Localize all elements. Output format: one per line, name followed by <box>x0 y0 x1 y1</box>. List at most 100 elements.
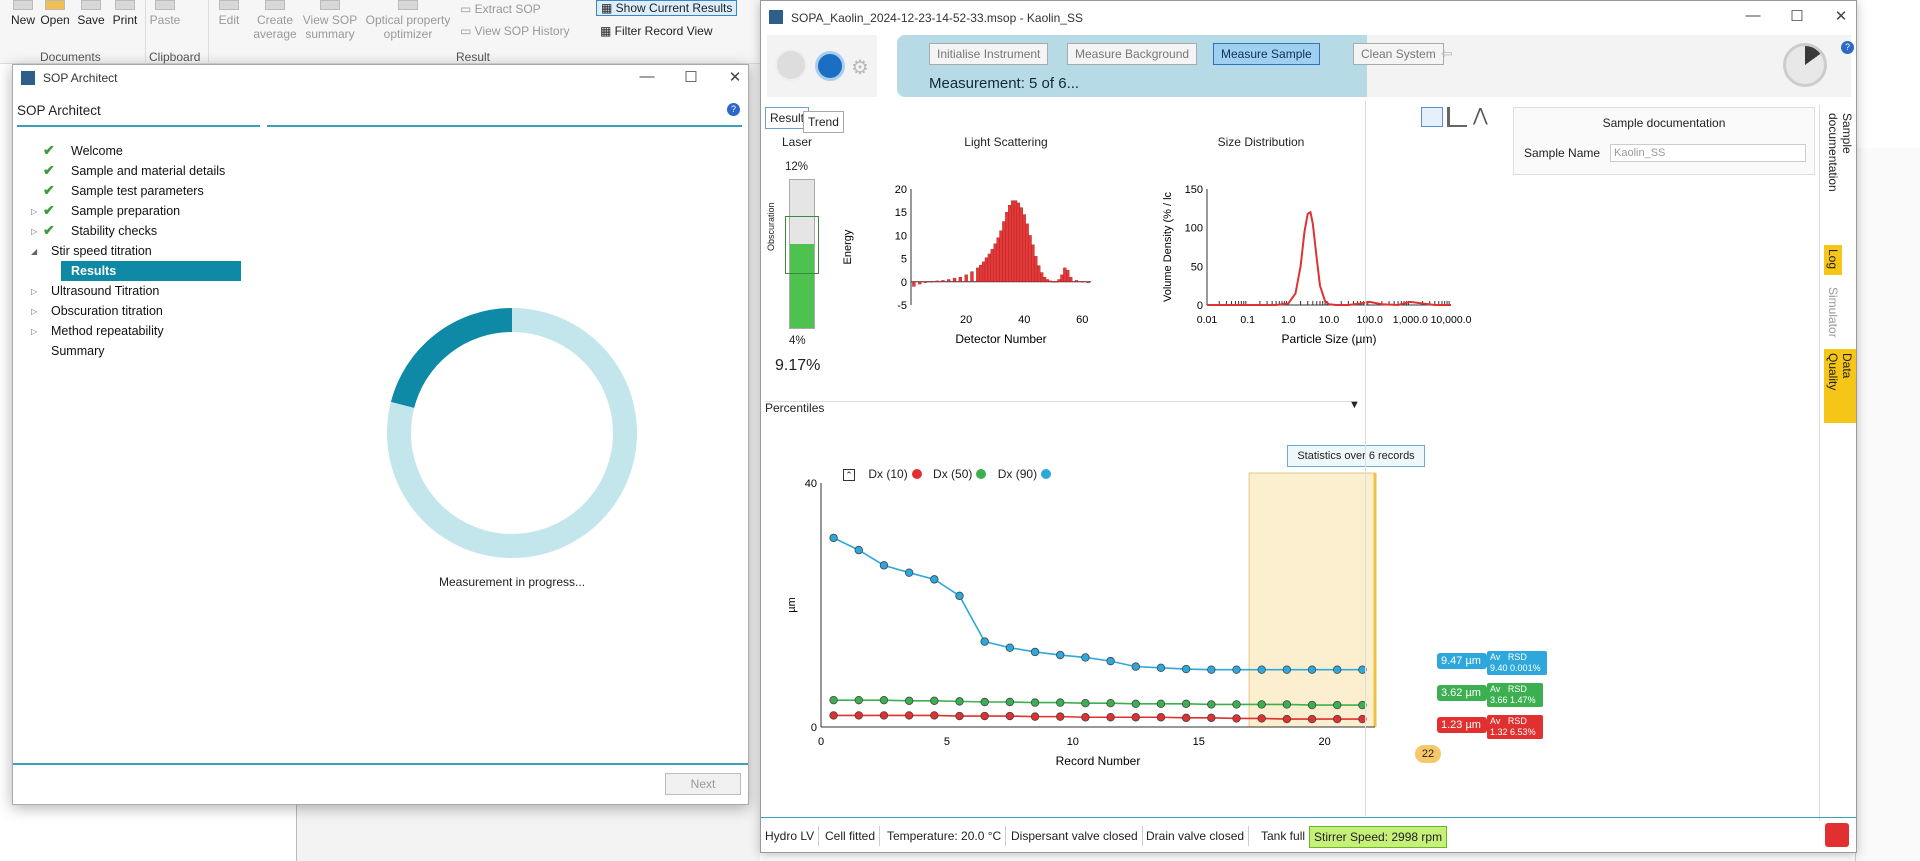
collapse-legend-icon[interactable]: ⌃ <box>843 469 855 481</box>
side-tab-data-quality[interactable]: Data Quality <box>1824 349 1856 423</box>
x-tick-label: 100.0 <box>1357 314 1383 326</box>
new-button[interactable]: New <box>6 0 40 27</box>
wizard-step[interactable]: ✔ Sample and material details <box>13 161 253 181</box>
laser-gauge <box>789 179 815 329</box>
scattering-bar <box>987 253 992 282</box>
expand-arrow-icon[interactable]: ▷ <box>31 287 38 296</box>
expand-arrow-icon[interactable]: ▷ <box>31 227 38 236</box>
expand-arrow-icon[interactable]: ▷ <box>31 207 38 216</box>
percentile-point <box>904 711 914 720</box>
x-tick-label: 10.0 <box>1319 314 1340 326</box>
percentile-point <box>1030 712 1040 721</box>
maximize-icon[interactable]: ☐ <box>684 69 698 86</box>
progress-dial-icon <box>1783 43 1827 87</box>
tab-result[interactable]: Result <box>765 107 810 129</box>
expand-arrow-icon[interactable]: ▷ <box>31 327 38 336</box>
help-icon[interactable]: ? <box>727 103 740 116</box>
tab-trend[interactable]: Trend <box>803 111 844 133</box>
wizard-step[interactable]: ▷ ✔ Stability checks <box>13 221 253 241</box>
light-scattering-chart: -5 0 5 10 15 20 20 40 60 Detector Number Energy <box>842 184 1091 346</box>
next-button[interactable]: Next <box>665 773 741 795</box>
legend-dx50: Dx (50) <box>933 467 973 481</box>
wizard-step[interactable]: Summary <box>13 341 253 361</box>
expand-arrow-icon[interactable]: ▷ <box>31 307 38 316</box>
save-icon <box>81 0 101 10</box>
percentile-point <box>1156 713 1166 722</box>
scattering-bar <box>958 277 963 282</box>
wizard-step[interactable]: ◢ Stir speed titration <box>13 241 253 261</box>
minimize-icon[interactable]: — <box>639 68 655 85</box>
size-distribution-chart: 0 50 100 150 0.01 0.1 1.0 10.0 100.0 1,000.0 10,00… <box>1162 184 1471 346</box>
sample-name-input[interactable] <box>1610 144 1806 162</box>
percentile-point <box>1005 697 1015 707</box>
stop-icon[interactable] <box>815 51 845 81</box>
percentile-point <box>1333 665 1342 674</box>
filter-record-view-button[interactable]: ▦ Filter Record View <box>600 24 713 38</box>
scattering-bar <box>1086 281 1090 283</box>
app-icon <box>21 71 35 85</box>
extract-sop-button[interactable]: ▭ Extract SOP <box>460 2 541 16</box>
wizard-step[interactable]: ✔ Sample test parameters <box>13 181 253 201</box>
wizard-step[interactable]: ▷ Ultrasound Titration <box>13 281 253 301</box>
scattering-bar <box>981 261 986 282</box>
wizard-step[interactable]: ▷ Method repeatability <box>13 321 253 341</box>
record-marker[interactable]: 22 <box>1415 745 1441 763</box>
status-item: Hydro LV <box>761 826 820 846</box>
create-average-button[interactable]: Create average <box>250 0 300 41</box>
x-tick-label: 0 <box>818 736 824 748</box>
play-icon[interactable] <box>775 49 807 81</box>
summary-icon <box>320 0 340 10</box>
view-sop-history-button[interactable]: ▭ View SOP History <box>460 24 570 38</box>
side-tab-simulator[interactable]: Simulator <box>1826 287 1840 338</box>
step-clean-system[interactable]: Clean System <box>1353 43 1444 65</box>
step-measure-background[interactable]: Measure Background <box>1067 43 1198 65</box>
percentile-point <box>1257 700 1266 709</box>
view-sop-summary-button[interactable]: View SOP summary <box>302 0 358 41</box>
wizard-step[interactable]: ▷ ✔ Sample preparation <box>13 201 253 221</box>
status-item: Tank full <box>1257 826 1311 846</box>
step-initialise-instrument[interactable]: Initialise Instrument <box>929 43 1049 65</box>
percentile-point <box>1181 713 1191 723</box>
distribution-icon[interactable]: ⋀ <box>1473 105 1488 125</box>
legend-dx10: Dx (10) <box>868 467 908 481</box>
optical-property-optimizer-button[interactable]: Optical property optimizer <box>362 0 454 41</box>
footer-rule <box>13 763 748 765</box>
checkmark-icon: ✔ <box>43 162 55 178</box>
scattering-bar <box>964 274 968 282</box>
help-icon[interactable]: ? <box>1841 41 1854 54</box>
close-icon[interactable]: ✕ <box>1834 8 1848 25</box>
paste-button[interactable]: Paste <box>148 0 182 27</box>
back-arrow-icon[interactable]: ⇦ <box>1441 45 1453 61</box>
dx90-stats-box: Av RSD 9.40 0.001% <box>1487 651 1547 675</box>
stop-measurement-icon[interactable] <box>1825 823 1849 847</box>
laser-value: 9.17% <box>775 357 821 374</box>
percentile-point <box>1257 714 1266 723</box>
sample-documentation-title: Sample documentation <box>1602 116 1726 130</box>
app-icon <box>769 10 783 24</box>
scattering-bar <box>941 280 945 282</box>
bar-chart-icon[interactable] <box>1447 107 1467 127</box>
dx50-stats-box: Av RSD 3.66 1.47% <box>1487 683 1543 707</box>
ribbon-separator <box>208 0 209 62</box>
settings-gear-icon[interactable]: ⚙ <box>851 57 869 79</box>
collapse-arrow-icon[interactable]: ▼ <box>1349 399 1360 411</box>
y-tick-label: 5 <box>901 254 907 266</box>
view-result-icon[interactable] <box>1421 107 1443 127</box>
wizard-step[interactable]: ✔ Welcome <box>13 141 253 161</box>
maximize-icon[interactable]: ☐ <box>1790 8 1804 25</box>
edit-button[interactable]: Edit <box>212 0 246 27</box>
wizard-step[interactable]: ▷ Obscuration titration <box>13 301 253 321</box>
side-tab-sample-documentation[interactable]: Sample documentation <box>1826 113 1854 192</box>
side-tab-log[interactable]: Log <box>1824 245 1842 275</box>
step-measure-sample[interactable]: Measure Sample <box>1213 43 1320 65</box>
save-button[interactable]: Save <box>74 0 108 27</box>
show-current-results-button[interactable]: ▦ Show Current Results <box>596 0 738 16</box>
minimize-icon[interactable]: — <box>1745 7 1761 24</box>
close-icon[interactable]: ✕ <box>728 69 742 86</box>
expand-arrow-icon[interactable]: ◢ <box>31 247 38 256</box>
print-button[interactable]: Print <box>108 0 142 27</box>
wizard-step[interactable]: Results <box>61 261 241 281</box>
background-window-right <box>1855 148 1920 861</box>
scattering-bar <box>1031 244 1035 282</box>
open-button[interactable]: Open <box>38 0 72 27</box>
